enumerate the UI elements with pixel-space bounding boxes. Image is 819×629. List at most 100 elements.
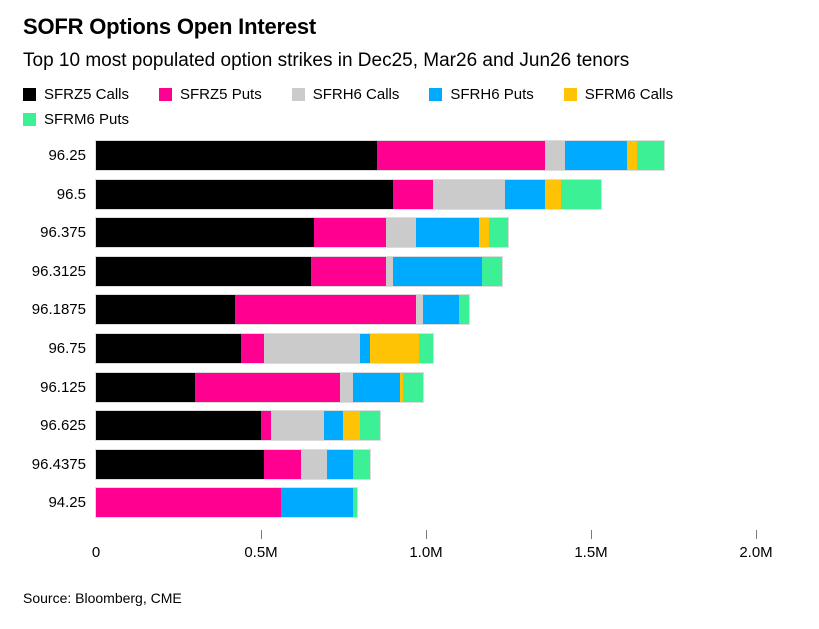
segment-sfrm6-calls <box>369 333 420 363</box>
segment-sfrz5-puts <box>264 449 301 479</box>
segment-sfrm6-puts <box>637 141 664 170</box>
segment-sfrz5-puts <box>376 141 545 170</box>
segment-sfrz5-calls <box>96 141 377 170</box>
segment-sfrm6-puts <box>482 256 502 286</box>
segment-sfrh6-calls <box>386 218 417 248</box>
segment-sfrz5-puts <box>393 179 433 209</box>
stacked-bar <box>95 448 371 480</box>
bar-row-96-25: 96.25 <box>23 140 795 171</box>
segment-sfrh6-puts <box>323 411 344 441</box>
segment-sfrh6-calls <box>340 372 354 402</box>
legend-item-sfrz5-puts: SFRZ5 Puts <box>159 86 262 103</box>
segment-sfrz5-calls <box>96 333 242 363</box>
bar-row-96-375: 96.375 <box>23 217 795 249</box>
segment-sfrh6-puts <box>280 488 354 518</box>
y-axis-label: 96.375 <box>40 224 86 242</box>
segment-sfrh6-calls <box>270 411 324 441</box>
x-axis-tick <box>426 529 427 539</box>
segment-sfrh6-calls <box>264 333 360 363</box>
bar-rows: 96.25 96.5 96.375 96.3125 96.1875 96.75 96.125… <box>23 140 795 519</box>
segment-sfrz5-puts <box>310 256 387 286</box>
segment-sfrm6-puts <box>561 179 601 209</box>
x-axis-label: 0 <box>91 543 101 561</box>
segment-sfrz5-puts <box>96 488 281 518</box>
segment-sfrh6-calls <box>386 256 393 286</box>
legend-label: SFRH6 Calls <box>312 86 400 103</box>
stacked-bar <box>95 294 470 326</box>
segment-sfrm6-calls <box>399 372 403 402</box>
segment-sfrz5-calls <box>96 256 311 286</box>
segment-sfrz5-calls <box>96 218 314 248</box>
y-axis-label: 94.25 <box>48 494 86 512</box>
x-axis-label: 1.0M <box>409 543 443 561</box>
stacked-bar <box>95 332 434 364</box>
y-axis-label: 96.25 <box>48 147 86 164</box>
stacked-bar <box>95 371 424 403</box>
segment-sfrh6-calls <box>300 449 327 479</box>
x-axis: 0 0.5M 1.0M 1.5M 2.0M <box>92 527 776 573</box>
segment-sfrz5-calls <box>96 295 235 325</box>
segment-sfrz5-puts <box>313 218 387 248</box>
y-axis-label: 96.1875 <box>31 301 86 319</box>
legend-label: SFRM6 Puts <box>44 111 130 128</box>
legend-swatch-icon <box>291 88 305 101</box>
legend-swatch-icon <box>429 88 443 101</box>
x-axis-label: 1.5M <box>574 543 608 561</box>
legend-label: SFRH6 Puts <box>450 86 534 103</box>
chart-subtitle: Top 10 most populated option strikes in … <box>23 50 630 71</box>
segment-sfrh6-puts <box>422 295 459 325</box>
bar-row-96-3125: 96.3125 <box>23 255 795 287</box>
stacked-bar <box>95 487 358 519</box>
bar-row-96-625: 96.625 <box>23 410 795 442</box>
legend-item-sfrm6-puts: SFRM6 Puts <box>23 111 129 128</box>
segment-sfrh6-puts <box>392 256 483 286</box>
legend-swatch-icon <box>159 88 173 101</box>
segment-sfrm6-puts <box>353 449 370 479</box>
segment-sfrh6-puts <box>416 218 479 248</box>
y-axis-label: 96.625 <box>40 417 86 435</box>
legend-swatch-icon <box>563 88 577 101</box>
segment-sfrh6-puts <box>564 141 628 170</box>
stacked-bar <box>95 178 602 210</box>
x-axis-tick <box>261 529 262 539</box>
legend-item-sfrz5-calls: SFRZ5 Calls <box>23 86 129 103</box>
legend-item-sfrm6-calls: SFRM6 Calls <box>563 86 673 103</box>
y-axis-label: 96.3125 <box>31 262 86 280</box>
segment-sfrh6-calls <box>432 179 506 209</box>
bar-row-96-5: 96.5 <box>23 178 795 210</box>
segment-sfrm6-calls <box>343 411 360 441</box>
segment-sfrz5-puts <box>195 372 341 402</box>
segment-sfrm6-puts <box>419 333 433 363</box>
bar-row-96-75: 96.75 <box>23 332 795 364</box>
y-axis-label: 96.125 <box>40 378 86 396</box>
legend-swatch-icon <box>23 88 36 101</box>
stacked-bar <box>95 140 665 171</box>
segment-sfrm6-puts <box>402 372 423 402</box>
segment-sfrm6-puts <box>488 218 509 248</box>
legend-item-sfrh6-calls: SFRH6 Calls <box>291 86 400 103</box>
legend-label: SFRZ5 Calls <box>44 86 130 103</box>
segment-sfrz5-calls <box>96 449 265 479</box>
segment-sfrm6-calls <box>544 179 562 209</box>
x-axis-tick <box>591 529 592 539</box>
x-axis-label: 2.0M <box>739 543 773 561</box>
segment-sfrm6-calls <box>627 141 638 170</box>
x-axis-label: 0.5M <box>244 543 278 561</box>
legend: SFRZ5 Calls SFRZ5 Puts SFRH6 Calls SFRH6 Pu… <box>23 86 753 128</box>
y-axis-label: 96.75 <box>48 339 86 357</box>
bar-row-96-4375: 96.4375 <box>23 448 795 480</box>
bar-row-96-1875: 96.1875 <box>23 294 795 326</box>
legend-item-sfrh6-puts: SFRH6 Puts <box>429 86 534 103</box>
x-axis-tick <box>756 529 757 539</box>
segment-sfrh6-puts <box>505 179 545 209</box>
segment-sfrz5-calls <box>96 372 195 402</box>
legend-label: SFRZ5 Puts <box>180 86 262 103</box>
stacked-bar <box>95 410 381 442</box>
segment-sfrm6-calls <box>478 218 489 248</box>
bar-row-94-25: 94.25 <box>23 487 795 519</box>
y-axis-label: 96.5 <box>56 185 86 203</box>
segment-sfrm6-puts <box>458 295 469 325</box>
segment-sfrz5-puts <box>234 295 417 325</box>
segment-sfrz5-puts <box>261 411 271 441</box>
